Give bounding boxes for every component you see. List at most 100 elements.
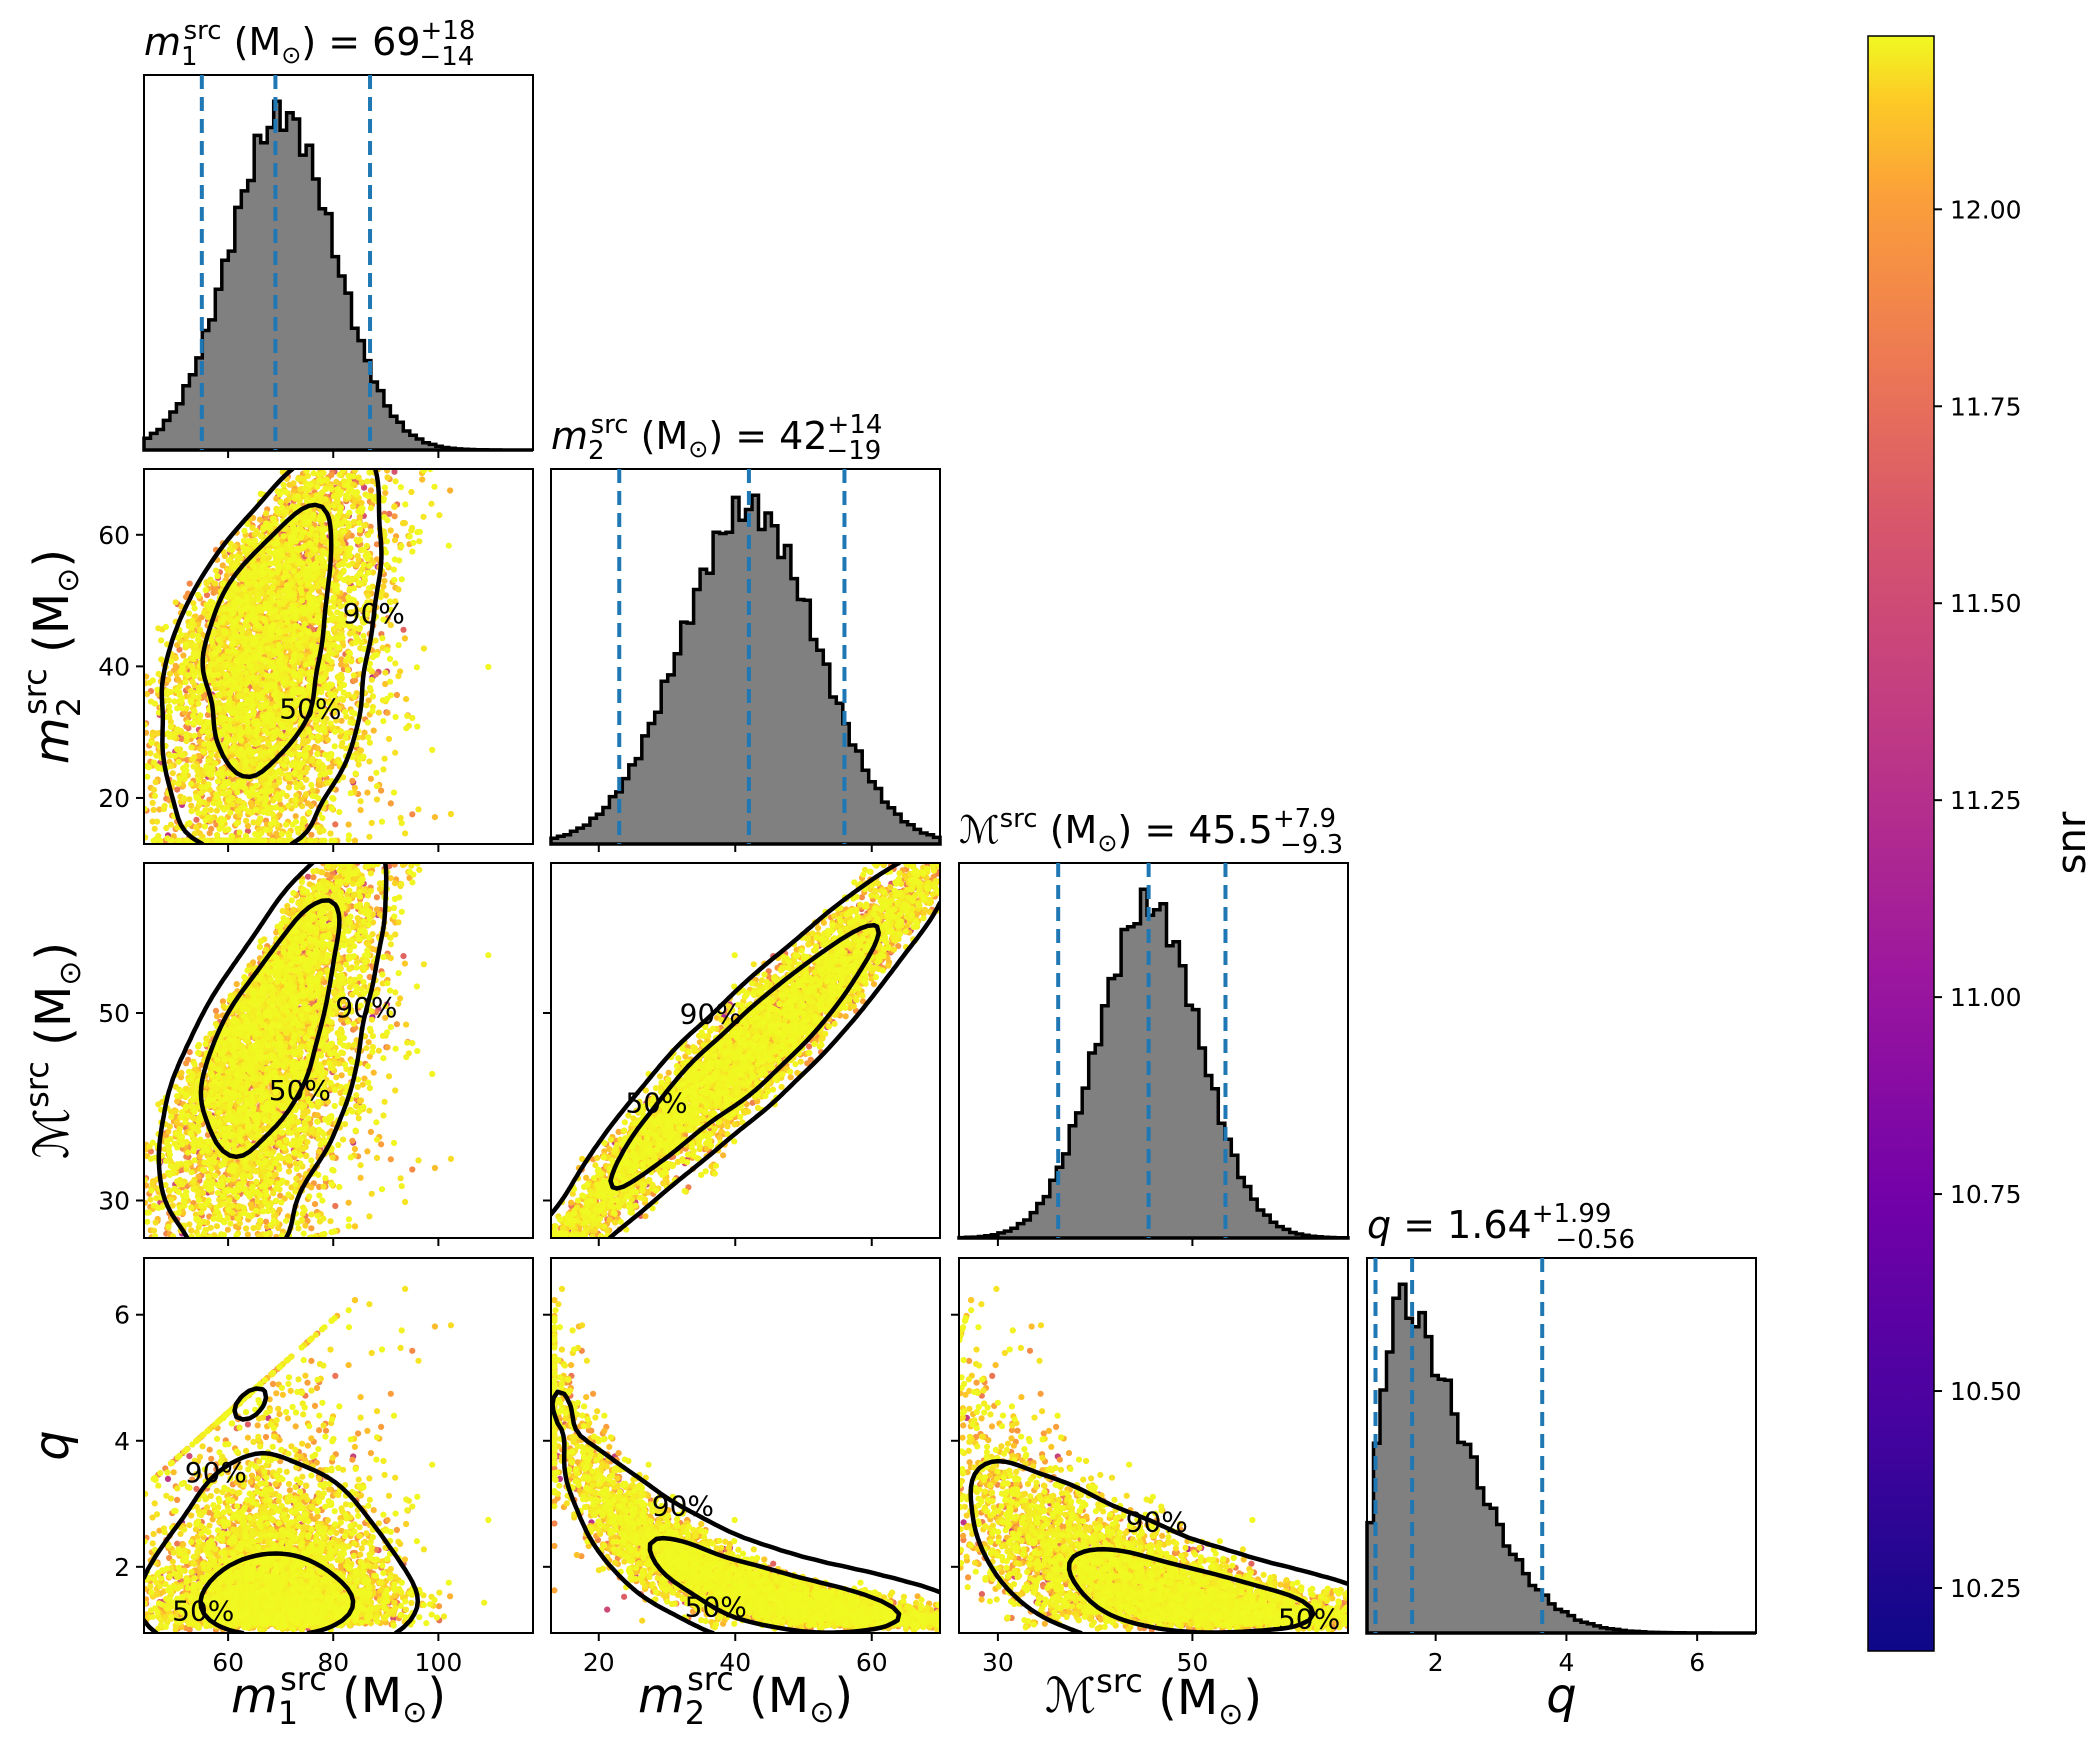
scatter-point <box>155 670 162 678</box>
scatter-point <box>420 645 427 652</box>
scatter-point <box>215 681 222 688</box>
scatter-point <box>285 774 292 781</box>
scatter-point <box>153 818 161 825</box>
scatter-point <box>355 761 362 768</box>
scatter-point <box>301 620 308 627</box>
scatter-point <box>274 556 281 564</box>
scatter-point <box>387 622 394 629</box>
scatter-point <box>320 764 327 771</box>
scatter-point <box>230 708 237 716</box>
scatter-point <box>174 746 181 753</box>
scatter-point <box>210 800 217 807</box>
scatter-point <box>354 552 361 560</box>
scatter-point <box>351 784 358 791</box>
scatter-point <box>182 679 189 686</box>
scatter-point <box>337 733 344 740</box>
scatter-point <box>351 837 358 844</box>
scatter-point <box>190 712 197 719</box>
scatter-point <box>309 792 316 800</box>
scatter-point <box>216 799 223 807</box>
scatter-point <box>390 566 397 573</box>
scatter-point <box>196 626 203 634</box>
scatter-point <box>313 532 320 539</box>
scatter-point <box>303 776 310 783</box>
scatter-point <box>221 615 228 622</box>
scatter-point <box>319 815 326 822</box>
scatter-point <box>384 709 391 716</box>
scatter-point <box>201 823 208 830</box>
scatter-point <box>314 631 321 638</box>
scatter-point <box>365 585 373 592</box>
scatter-point <box>392 713 399 721</box>
scatter-point <box>359 734 366 741</box>
scatter-point <box>373 769 380 776</box>
scatter-point <box>292 796 299 803</box>
scatter-point <box>409 811 416 818</box>
scatter-point <box>283 643 290 650</box>
scatter-point <box>280 533 287 540</box>
scatter-point <box>387 527 394 534</box>
scatter-point <box>174 786 181 793</box>
scatter-point <box>231 759 238 766</box>
scatter-point <box>296 579 303 586</box>
scatter-point <box>256 606 263 613</box>
scatter-point <box>299 530 306 537</box>
scatter-point <box>268 571 275 578</box>
scatter-point <box>242 707 250 714</box>
scatter-point <box>220 790 227 797</box>
scatter-point <box>150 806 157 814</box>
scatter-point <box>147 750 154 757</box>
scatter-point <box>297 652 304 660</box>
scatter-point <box>345 472 352 480</box>
scatter-point <box>250 569 257 576</box>
scatter-point <box>298 597 306 604</box>
scatter-point <box>222 629 229 636</box>
scatter-point <box>169 770 176 777</box>
scatter-point <box>224 567 231 574</box>
scatter-point <box>276 767 283 774</box>
scatter-point <box>244 617 251 624</box>
scatter-point <box>214 831 221 839</box>
scatter-point <box>299 803 306 810</box>
scatter-point <box>267 560 274 567</box>
scatter-point <box>278 621 285 628</box>
scatter-point <box>189 664 196 672</box>
scatter-point <box>382 549 389 556</box>
scatter-point <box>214 778 222 785</box>
scatter-point <box>225 826 232 833</box>
scatter-point <box>305 744 312 751</box>
scatter-point <box>383 538 390 545</box>
scatter-point <box>166 670 173 678</box>
scatter-point <box>158 637 165 644</box>
scatter-point <box>330 502 337 509</box>
scatter-point <box>371 652 378 659</box>
scatter-point <box>269 584 276 591</box>
scatter-point <box>145 764 152 771</box>
scatter-point <box>326 681 334 688</box>
scatter-point <box>308 757 315 764</box>
scatter-point <box>172 662 179 670</box>
scatter-point <box>349 777 356 784</box>
scatter-point <box>328 837 335 844</box>
scatter-point <box>144 673 150 680</box>
scatter-point <box>204 837 211 844</box>
scatter-point <box>345 821 352 828</box>
scatter-point <box>408 488 415 496</box>
scatter-point <box>198 790 205 797</box>
scatter-point <box>391 537 399 544</box>
scatter-point <box>195 700 202 707</box>
scatter-point <box>320 827 327 834</box>
scatter-point <box>373 783 381 790</box>
scatter-point <box>257 532 264 539</box>
scatter-point <box>260 552 267 560</box>
scatter-layer <box>144 469 1348 1633</box>
scatter-point <box>193 653 200 660</box>
scatter-point <box>285 832 293 839</box>
scatter-point <box>189 632 196 639</box>
scatter-point <box>296 572 303 579</box>
scatter-point <box>361 729 368 736</box>
scatter-point <box>200 748 207 755</box>
scatter-point <box>270 735 277 742</box>
scatter-point <box>182 659 189 666</box>
scatter-point <box>366 469 373 476</box>
